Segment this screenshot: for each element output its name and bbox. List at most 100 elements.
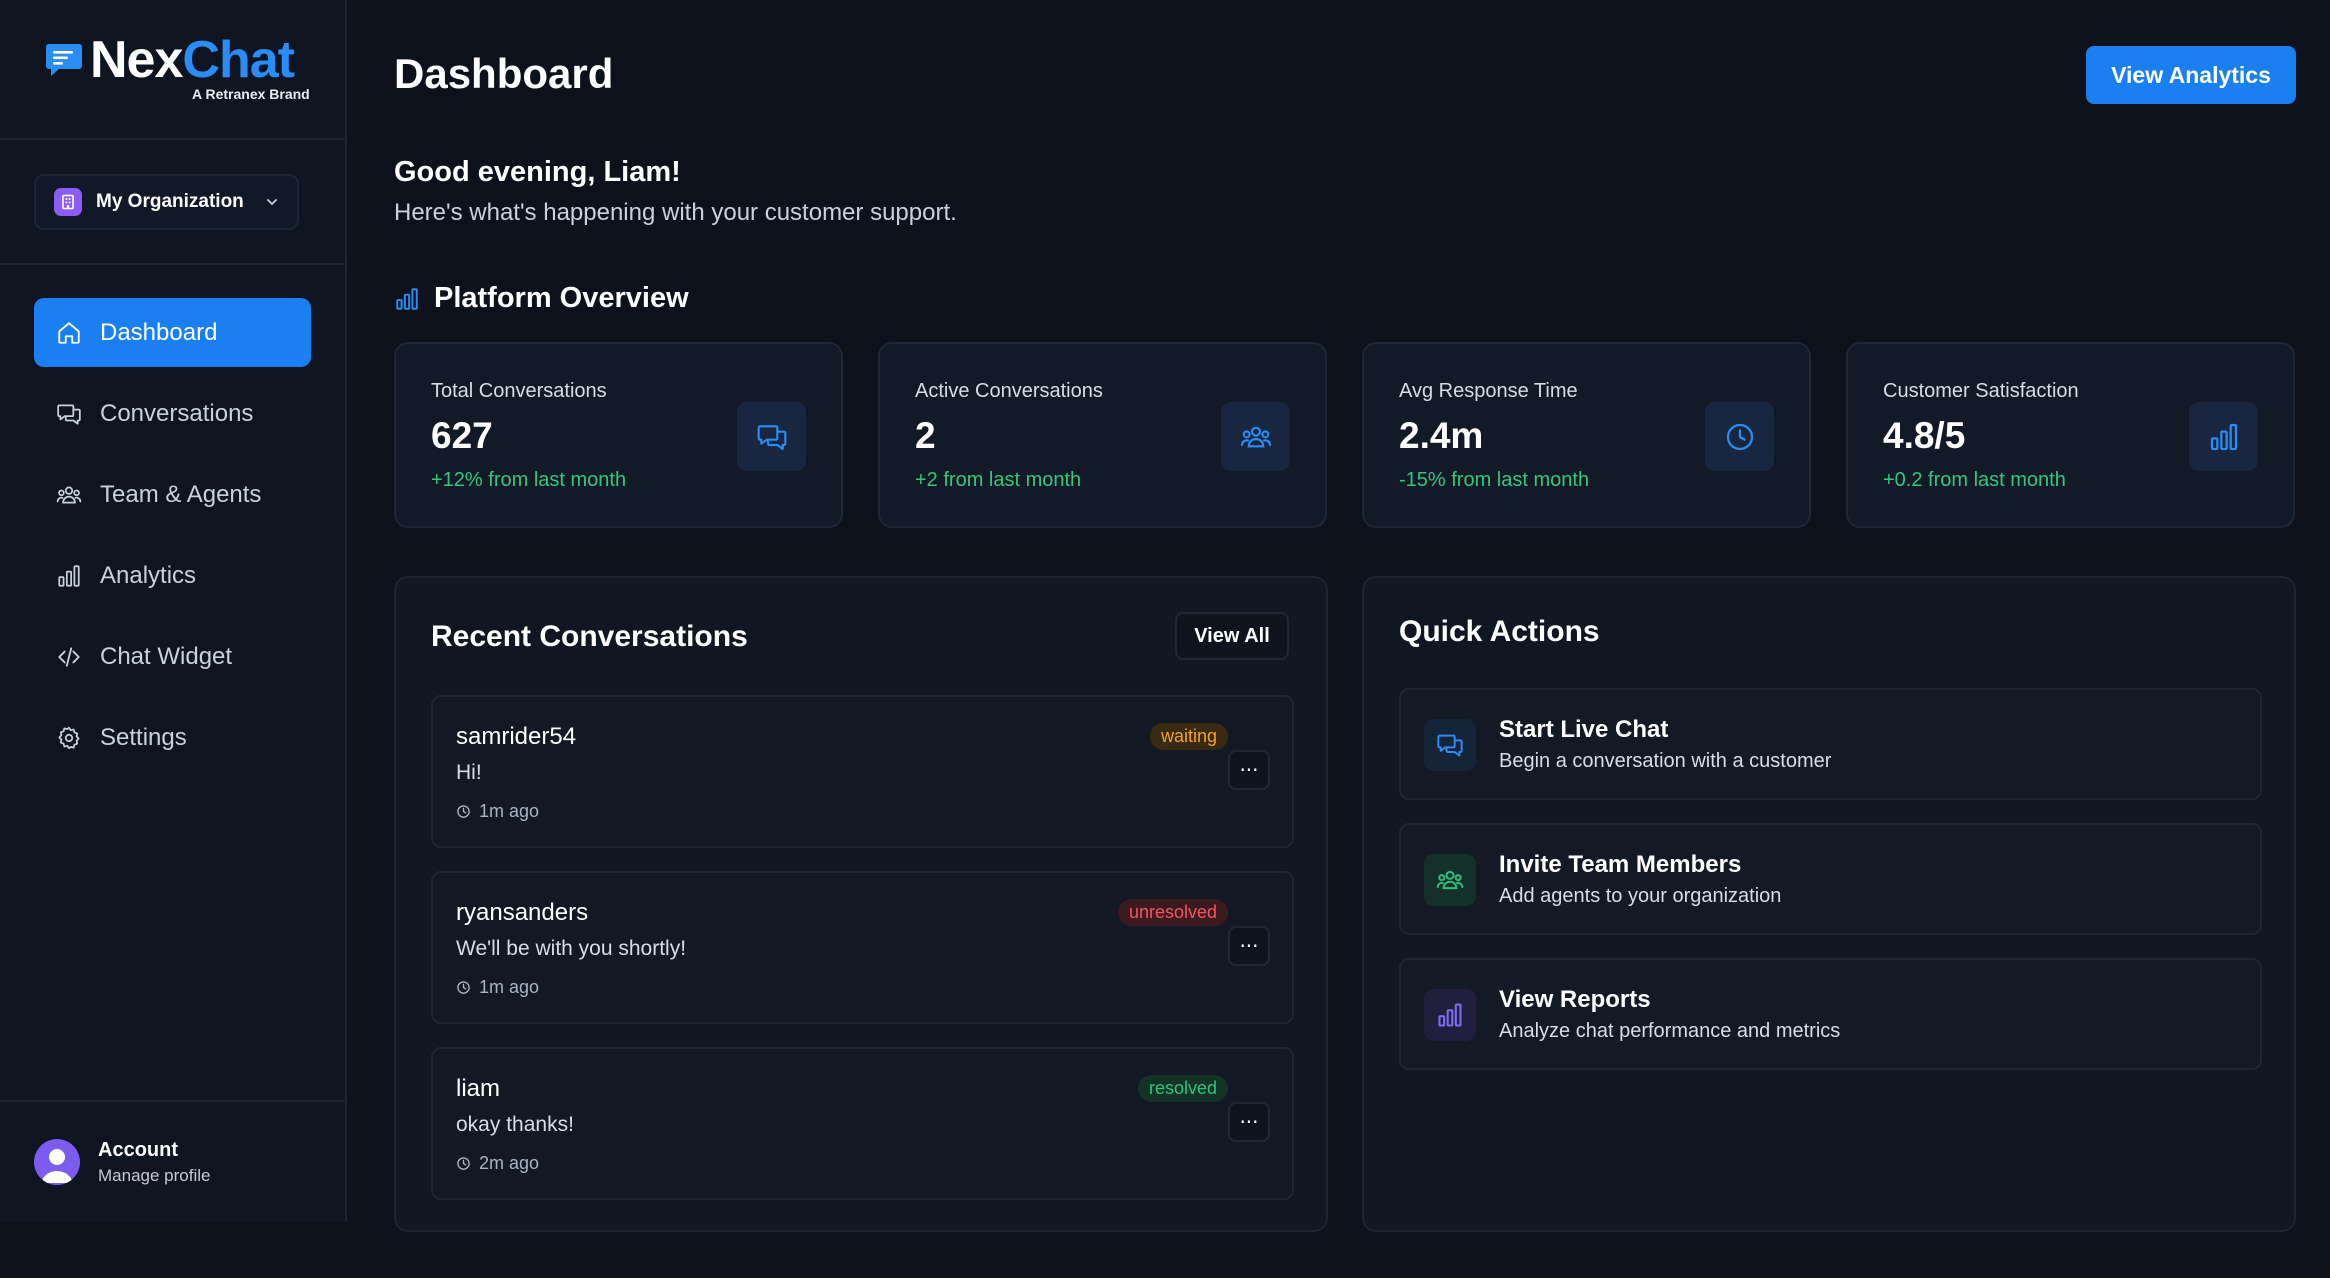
chevron-down-icon <box>265 195 279 209</box>
status-badge: waiting <box>1149 723 1228 750</box>
quick-action-description: Analyze chat performance and metrics <box>1499 1020 1841 1042</box>
conversation-name: samrider54 <box>456 723 577 750</box>
quick-action-description: Begin a conversation with a customer <box>1499 750 1832 772</box>
logo-tagline: A Retranex Brand <box>192 86 310 102</box>
team-icon <box>56 482 82 508</box>
bar-chart-icon <box>2189 402 2258 471</box>
clock-icon <box>456 804 471 819</box>
sidebar: NexChat A Retranex Brand My Organization <box>0 0 347 1222</box>
quick-actions-panel: Quick Actions Start Live Chat Begin a co… <box>1362 576 2296 1232</box>
bar-chart-icon <box>56 563 82 589</box>
conversation-message: okay thanks! <box>456 1113 574 1136</box>
quick-action-title: View Reports <box>1499 986 1651 1013</box>
clock-icon <box>456 1156 471 1171</box>
stat-change: -15% from last month <box>1399 469 1590 491</box>
clock-icon <box>456 980 471 995</box>
gear-icon <box>56 725 82 751</box>
platform-overview-heading: Platform Overview <box>394 282 689 315</box>
more-options-button[interactable]: ··· <box>1228 750 1270 790</box>
status-badge: unresolved <box>1117 899 1228 926</box>
building-icon <box>54 188 82 216</box>
conversation-item[interactable]: ryansanders We'll be with you shortly! 1… <box>431 871 1294 1024</box>
stats-row: Total Conversations 627 +12% from last m… <box>394 342 2295 528</box>
sidebar-item-label: Conversations <box>100 399 254 427</box>
sidebar-item-label: Settings <box>100 723 187 751</box>
stat-card-avg-response-time: Avg Response Time 2.4m -15% from last mo… <box>1362 342 1811 528</box>
clock-icon <box>1705 402 1774 471</box>
stat-value: 4.8/5 <box>1883 415 1966 456</box>
view-analytics-button[interactable]: View Analytics <box>2086 46 2296 104</box>
sidebar-item-analytics[interactable]: Analytics <box>34 541 311 610</box>
team-icon <box>1424 854 1476 906</box>
stat-label: Active Conversations <box>915 380 1103 402</box>
time-text: 2m ago <box>479 1153 540 1173</box>
panel-title: Quick Actions <box>1399 615 1600 648</box>
stat-change: +12% from last month <box>431 469 627 491</box>
sidebar-item-label: Analytics <box>100 561 197 589</box>
account-subtitle: Manage profile <box>98 1165 211 1185</box>
bar-chart-icon <box>394 286 420 312</box>
conversation-item[interactable]: liam okay thanks! 2m ago resolved ··· <box>431 1047 1294 1200</box>
sidebar-item-label: Chat Widget <box>100 642 233 670</box>
stat-value: 627 <box>431 415 493 456</box>
stat-change: +2 from last month <box>915 469 1082 491</box>
status-badge: resolved <box>1137 1075 1228 1102</box>
quick-action-invite-team-members[interactable]: Invite Team Members Add agents to your o… <box>1399 823 2262 935</box>
sidebar-item-chat-widget[interactable]: Chat Widget <box>34 622 311 691</box>
more-options-button[interactable]: ··· <box>1228 926 1270 966</box>
quick-action-title: Invite Team Members <box>1499 851 1742 878</box>
logo[interactable]: NexChat A Retranex Brand <box>0 0 345 140</box>
account-menu[interactable]: Account Manage profile <box>0 1100 345 1222</box>
recent-conversations-panel: Recent Conversations View All samrider54… <box>394 576 1328 1232</box>
conversation-message: Hi! <box>456 761 482 784</box>
organization-name: My Organization <box>96 191 244 212</box>
chat-icon <box>56 401 82 427</box>
conversation-name: ryansanders <box>456 899 589 926</box>
quick-action-title: Start Live Chat <box>1499 716 1669 743</box>
time-text: 1m ago <box>479 977 540 997</box>
view-all-button[interactable]: View All <box>1175 612 1289 660</box>
quick-action-start-live-chat[interactable]: Start Live Chat Begin a conversation wit… <box>1399 688 2262 800</box>
conversation-item[interactable]: samrider54 Hi! 1m ago waiting ··· <box>431 695 1294 848</box>
account-title: Account <box>98 1138 178 1161</box>
conversation-message: We'll be with you shortly! <box>456 937 687 960</box>
sidebar-item-settings[interactable]: Settings <box>34 703 311 772</box>
stat-label: Total Conversations <box>431 380 607 402</box>
stat-value: 2 <box>915 415 936 456</box>
bar-chart-icon <box>1424 989 1476 1041</box>
sidebar-item-label: Dashboard <box>100 318 218 346</box>
stat-label: Customer Satisfaction <box>1883 380 2079 402</box>
stat-value: 2.4m <box>1399 415 1484 456</box>
conversation-name: liam <box>456 1075 501 1102</box>
chat-icon <box>737 402 806 471</box>
organization-selector[interactable]: My Organization <box>34 174 299 230</box>
sidebar-nav: Dashboard Conversations Team & Agents An… <box>0 265 345 772</box>
page-title: Dashboard <box>394 50 614 97</box>
section-title: Platform Overview <box>434 282 689 314</box>
sidebar-item-team-agents[interactable]: Team & Agents <box>34 460 311 529</box>
greeting-subtitle: Here's what's happening with your custom… <box>394 199 957 226</box>
sidebar-item-dashboard[interactable]: Dashboard <box>34 298 311 367</box>
stat-card-total-conversations: Total Conversations 627 +12% from last m… <box>394 342 843 528</box>
logo-chat-icon <box>45 42 83 78</box>
time-text: 1m ago <box>479 801 540 821</box>
conversation-time: 2m ago <box>456 1153 539 1174</box>
team-icon <box>1221 402 1290 471</box>
sidebar-item-label: Team & Agents <box>100 480 262 508</box>
main-content: Dashboard View Analytics Good evening, L… <box>348 0 2330 1278</box>
logo-wordmark: NexChat <box>90 31 295 89</box>
home-icon <box>56 320 82 346</box>
panel-title: Recent Conversations <box>431 620 748 653</box>
sidebar-item-conversations[interactable]: Conversations <box>34 379 311 448</box>
stat-label: Avg Response Time <box>1399 380 1578 402</box>
quick-action-description: Add agents to your organization <box>1499 885 1782 907</box>
conversation-time: 1m ago <box>456 977 539 998</box>
code-icon <box>56 644 82 670</box>
quick-action-view-reports[interactable]: View Reports Analyze chat performance an… <box>1399 958 2262 1070</box>
stat-card-customer-satisfaction: Customer Satisfaction 4.8/5 +0.2 from la… <box>1846 342 2295 528</box>
more-options-button[interactable]: ··· <box>1228 1102 1270 1142</box>
conversation-time: 1m ago <box>456 801 539 822</box>
stat-change: +0.2 from last month <box>1883 469 2066 491</box>
chat-icon <box>1424 719 1476 771</box>
greeting: Good evening, Liam! <box>394 156 681 188</box>
